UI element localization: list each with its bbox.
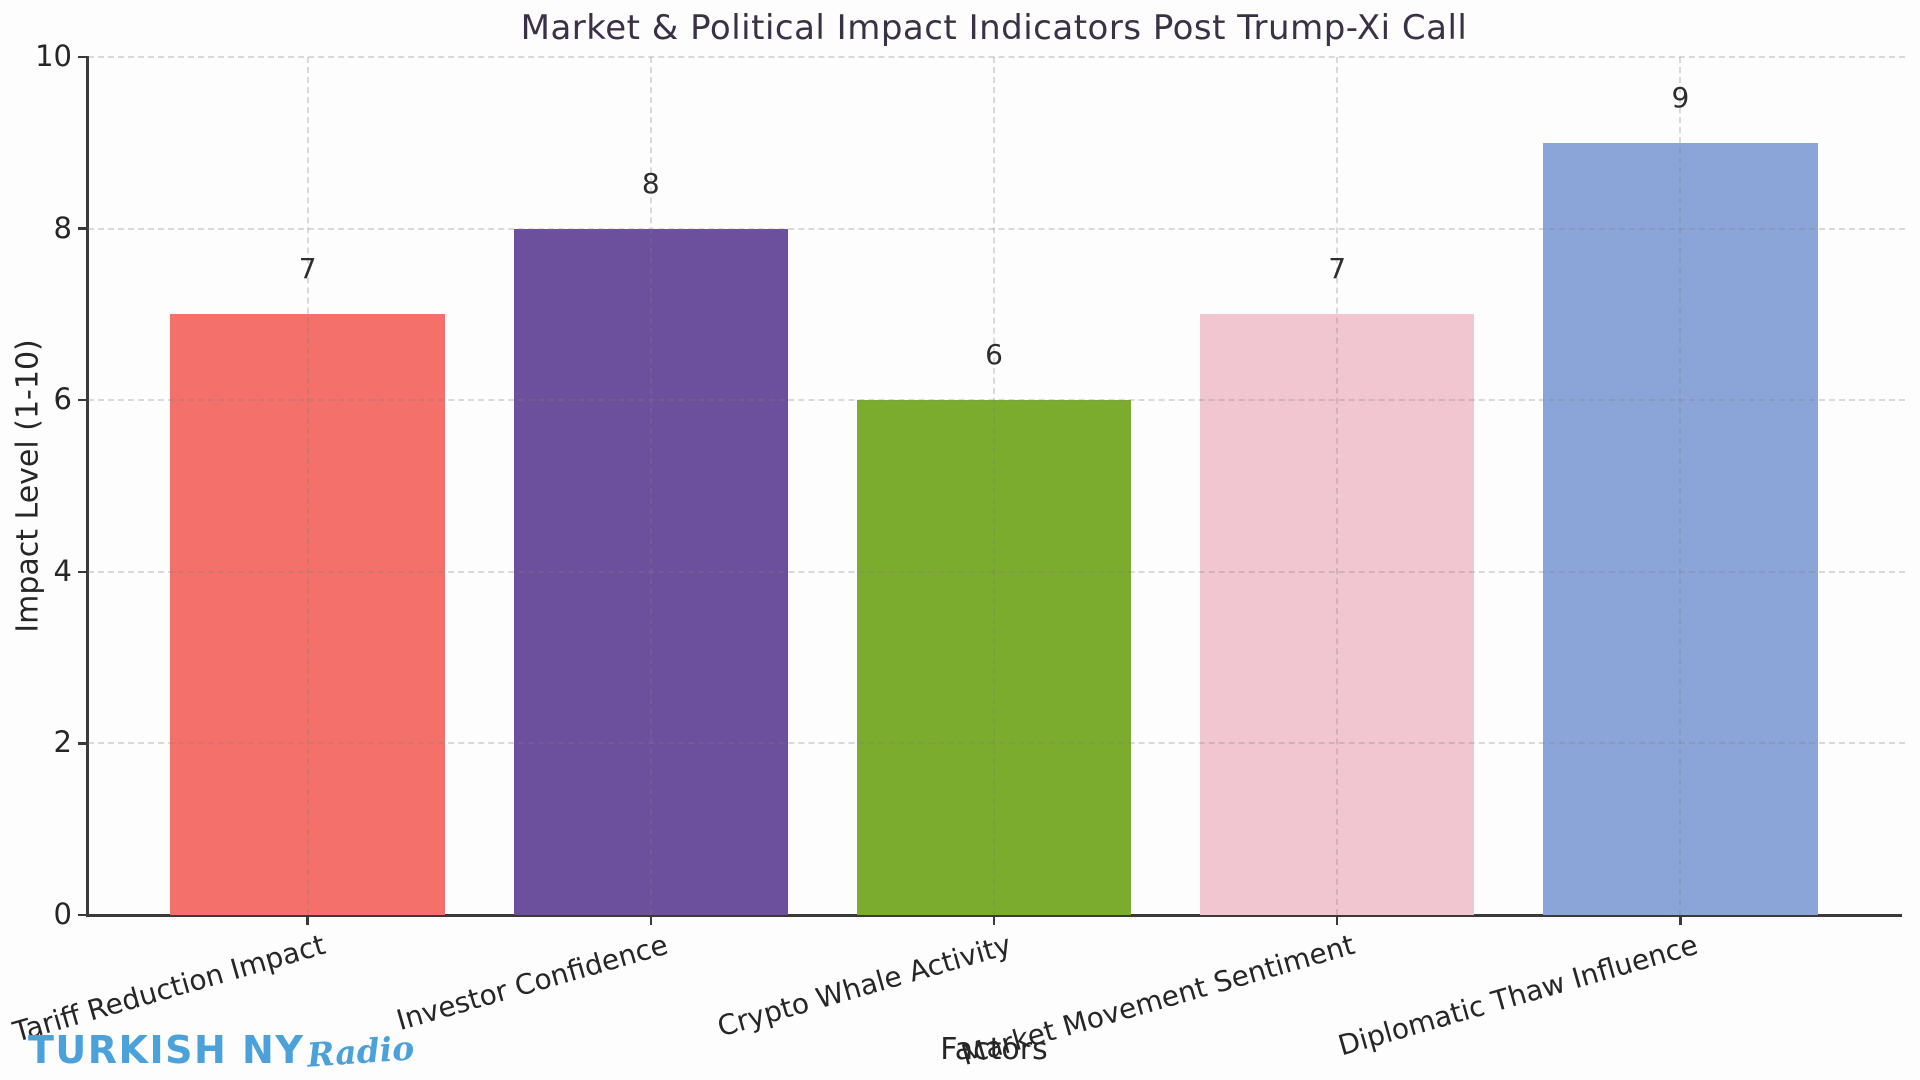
y-tick-mark <box>78 227 87 230</box>
x-tick-mark <box>306 916 309 925</box>
x-tick-label: Investor Confidence <box>393 928 672 1037</box>
bar-value-label: 8 <box>641 166 660 200</box>
gridline-horizontal <box>88 227 1905 230</box>
y-tick-label: 0 <box>53 897 72 931</box>
gridline-horizontal <box>88 56 1905 58</box>
gridline-horizontal <box>88 742 1905 745</box>
gridline-vertical <box>993 57 995 915</box>
y-tick-mark <box>78 398 87 402</box>
bar-value-label: 6 <box>985 338 1003 372</box>
y-tick-mark <box>78 913 87 917</box>
bar-1 <box>170 314 445 915</box>
logo-wordmark: TURKISH NY <box>28 1028 305 1072</box>
bar-value-label: 9 <box>1671 80 1690 114</box>
gridline-vertical <box>1336 57 1339 915</box>
y-tick-label: 2 <box>53 725 72 760</box>
gridline-vertical <box>1679 57 1682 915</box>
x-axis-spine <box>86 914 1902 917</box>
bar-5 <box>1543 142 1818 915</box>
turkish-ny-radio-logo: TURKISH NY Radio <box>28 1028 416 1075</box>
bar-3 <box>856 400 1132 915</box>
chart-title: Market & Political Impact Indicators Pos… <box>520 8 1468 48</box>
bar-2 <box>513 228 789 915</box>
y-tick-mark <box>78 742 87 745</box>
y-tick-mark <box>78 55 87 59</box>
y-tick-label: 10 <box>35 39 72 73</box>
y-axis-spine <box>86 56 89 917</box>
gridline-horizontal <box>88 399 1905 402</box>
bar-value-label: 7 <box>1328 252 1347 286</box>
gridline-vertical <box>649 57 652 915</box>
y-tick-mark <box>78 570 87 574</box>
y-tick-label: 4 <box>53 553 72 588</box>
gridline-horizontal <box>88 570 1905 573</box>
x-tick-mark <box>1679 916 1682 925</box>
bar-value-label: 7 <box>298 252 317 286</box>
x-tick-mark <box>1335 916 1339 925</box>
x-tick-mark <box>992 916 996 925</box>
gridline-vertical <box>306 57 309 915</box>
y-tick-label: 6 <box>53 382 72 417</box>
x-tick-mark <box>649 916 653 925</box>
x-axis-label: Factors <box>940 1032 1048 1067</box>
bar-4 <box>1199 314 1475 915</box>
logo-script: Radio <box>306 1028 416 1075</box>
y-tick-label: 8 <box>53 210 72 245</box>
x-tick-label: Crypto Whale Activity <box>714 928 1016 1044</box>
